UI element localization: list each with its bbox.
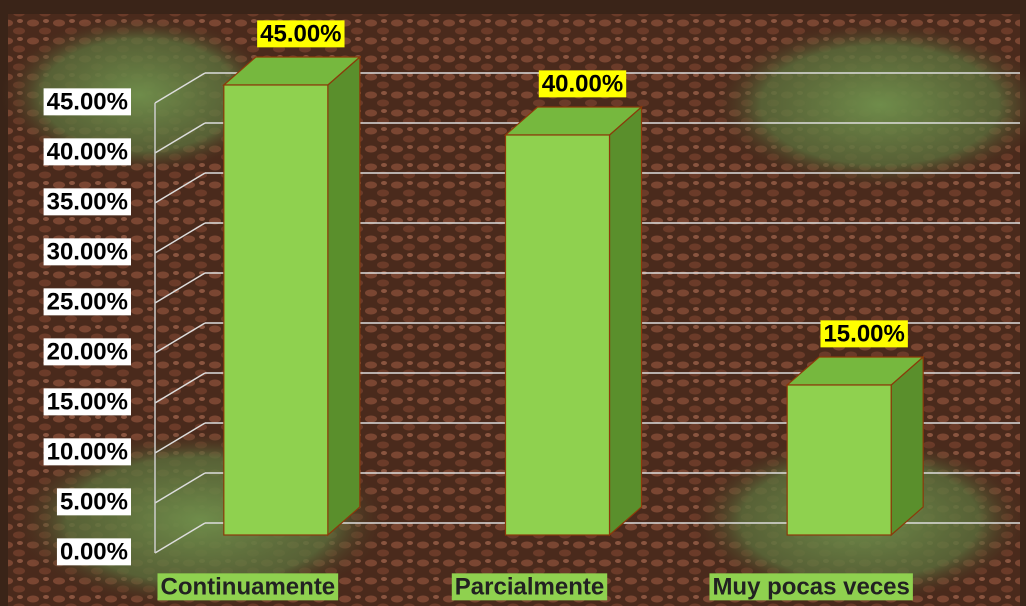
- y-tick-label: 40.00%: [47, 138, 128, 165]
- y-tick-label-group: 30.00%: [44, 238, 131, 265]
- bar: [506, 135, 610, 535]
- y-tick-label: 35.00%: [47, 188, 128, 215]
- y-tick-label-group: 25.00%: [44, 288, 131, 315]
- y-tick-label-group: 5.00%: [57, 488, 131, 515]
- value-label: 40.00%: [542, 70, 623, 97]
- value-label: 45.00%: [260, 20, 341, 47]
- y-tick-label-group: 45.00%: [44, 88, 131, 115]
- value-label-group: 15.00%: [820, 320, 907, 347]
- y-tick-label: 45.00%: [47, 88, 128, 115]
- bar: [787, 385, 891, 535]
- bar-side: [891, 357, 923, 535]
- y-tick-label: 5.00%: [60, 488, 128, 515]
- x-tick-label: Continuamente: [160, 573, 335, 600]
- value-label-group: 40.00%: [539, 70, 626, 97]
- chart: 0.00% 5.00% 10.00% 15.00% 20.00% 25.00% 30.00%…: [0, 0, 1026, 606]
- y-tick-label-group: 10.00%: [44, 438, 131, 465]
- x-tick-label-group: Parcialmente: [452, 573, 607, 600]
- y-tick-label-group: 0.00%: [57, 538, 131, 565]
- y-tick-label-group: 20.00%: [44, 338, 131, 365]
- y-tick-label: 25.00%: [47, 288, 128, 315]
- y-tick-label: 0.00%: [60, 538, 128, 565]
- x-tick-label: Muy pocas veces: [712, 573, 909, 600]
- bar-side: [328, 57, 360, 535]
- y-tick-label-group: 35.00%: [44, 188, 131, 215]
- value-label: 15.00%: [823, 320, 904, 347]
- y-tick-label: 30.00%: [47, 238, 128, 265]
- value-label-group: 45.00%: [257, 20, 344, 47]
- x-tick-label: Parcialmente: [455, 573, 604, 600]
- x-tick-label-group: Continuamente: [157, 573, 338, 600]
- y-tick-label: 20.00%: [47, 338, 128, 365]
- y-tick-label-group: 15.00%: [44, 388, 131, 415]
- y-tick-label-group: 40.00%: [44, 138, 131, 165]
- bar-side: [610, 107, 642, 535]
- x-tick-label-group: Muy pocas veces: [709, 573, 912, 600]
- y-tick-label: 15.00%: [47, 388, 128, 415]
- bar: [224, 85, 328, 535]
- y-tick-label: 10.00%: [47, 438, 128, 465]
